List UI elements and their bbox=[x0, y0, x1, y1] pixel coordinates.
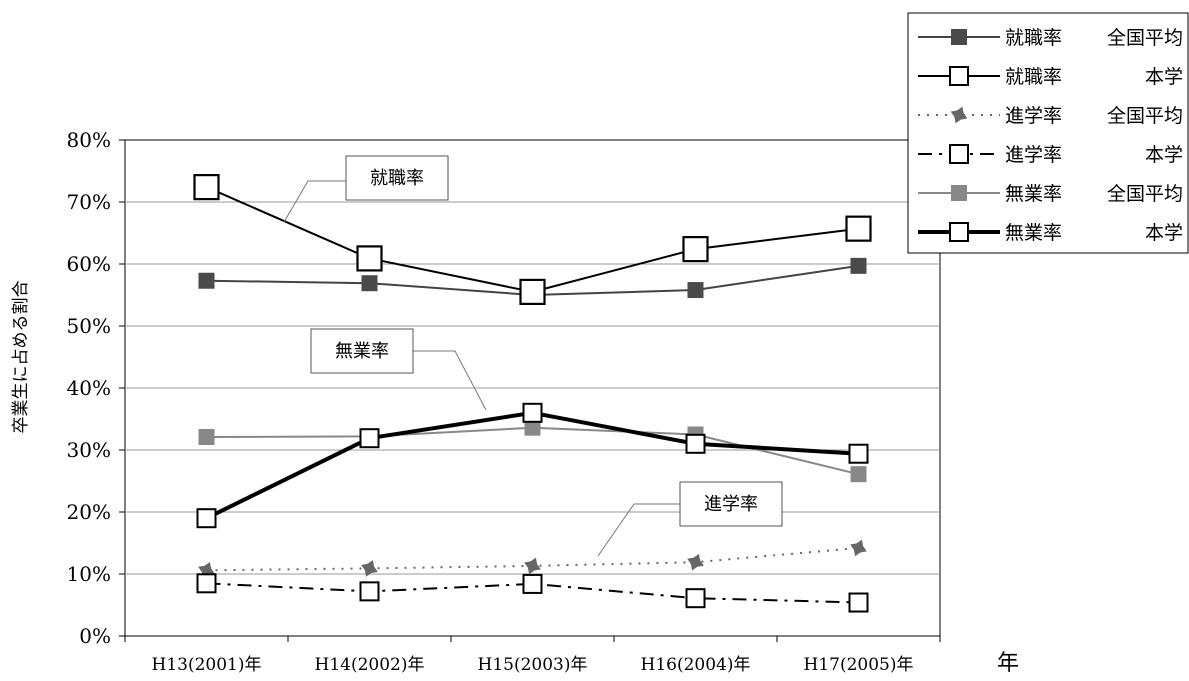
y-axis-ticks: 0% 10% 20% 30% 40% 50% 60% 70% 80% bbox=[67, 128, 125, 648]
data-point bbox=[356, 245, 383, 272]
legend-box bbox=[907, 12, 1189, 254]
legend-marker bbox=[951, 29, 967, 45]
callout-label: 進学率 bbox=[704, 494, 758, 515]
legend-marker bbox=[949, 66, 969, 86]
legend-label-sub: 全国平均 bbox=[1107, 183, 1183, 205]
legend-label-sub: 本学 bbox=[1145, 222, 1183, 244]
legend-label-sub: 全国平均 bbox=[1107, 27, 1183, 49]
data-point bbox=[359, 581, 380, 602]
series-line bbox=[206, 547, 859, 572]
data-series bbox=[193, 174, 872, 613]
data-point bbox=[361, 560, 378, 577]
data-point bbox=[198, 428, 215, 445]
x-tick-label: H17(2005)年 bbox=[804, 655, 914, 675]
x-tick-label: H13(2001)年 bbox=[152, 655, 262, 675]
legend-label-sub: 本学 bbox=[1145, 144, 1183, 166]
data-point bbox=[359, 428, 380, 449]
legend-label-sub: 全国平均 bbox=[1107, 105, 1183, 127]
data-point bbox=[196, 508, 217, 529]
data-point bbox=[524, 557, 541, 575]
x-tick-label: H16(2004)年 bbox=[641, 655, 751, 675]
y-tick-label: 40% bbox=[67, 376, 111, 400]
data-point bbox=[198, 272, 215, 289]
legend-marker bbox=[951, 185, 967, 201]
y-tick-label: 20% bbox=[67, 500, 111, 524]
y-tick-label: 50% bbox=[67, 314, 111, 338]
callout-box bbox=[310, 328, 414, 374]
callout-1: 就職率 bbox=[283, 155, 449, 223]
series-2 bbox=[193, 174, 872, 305]
y-axis-title: 卒業生に占める割合 bbox=[11, 281, 31, 434]
legend-entry: 就職率 全国平均 bbox=[918, 27, 1183, 49]
legend-label: 無業率 bbox=[1005, 183, 1062, 205]
legend-entry: 進学率 全国平均 bbox=[918, 105, 1183, 127]
legend-label-sub: 本学 bbox=[1145, 66, 1183, 88]
data-point bbox=[848, 592, 869, 613]
series-line bbox=[206, 186, 859, 293]
callout-box bbox=[679, 481, 783, 527]
data-point bbox=[685, 433, 706, 454]
y-tick-label: 10% bbox=[67, 562, 111, 586]
legend-marker bbox=[949, 222, 969, 242]
data-point bbox=[685, 588, 706, 609]
y-tick-label: 0% bbox=[79, 624, 111, 648]
y-tick-label: 80% bbox=[67, 128, 111, 152]
callout-leader bbox=[597, 503, 680, 557]
callout-label: 就職率 bbox=[370, 168, 424, 189]
data-point bbox=[361, 275, 378, 292]
series-4 bbox=[196, 573, 869, 613]
data-point bbox=[522, 402, 543, 423]
legend-label: 進学率 bbox=[1005, 144, 1062, 166]
data-point bbox=[519, 278, 546, 305]
callout-3: 進学率 bbox=[597, 481, 783, 557]
callout-2: 無業率 bbox=[310, 328, 487, 411]
callout-leader bbox=[413, 350, 487, 411]
data-point bbox=[850, 539, 867, 557]
legend-label: 無業率 bbox=[1005, 222, 1062, 244]
series-3 bbox=[198, 539, 867, 579]
data-point bbox=[850, 466, 867, 483]
data-point bbox=[845, 215, 872, 242]
legend-entry: 就職率 本学 bbox=[918, 66, 1183, 88]
legend-label: 進学率 bbox=[1005, 105, 1062, 127]
data-point bbox=[682, 236, 709, 263]
callout-label: 無業率 bbox=[335, 341, 389, 362]
legend-entry: 進学率 本学 bbox=[918, 144, 1183, 166]
series-6 bbox=[196, 402, 869, 529]
y-tick-label: 60% bbox=[67, 252, 111, 276]
data-point bbox=[196, 573, 217, 594]
callout-box bbox=[345, 155, 449, 201]
data-point bbox=[524, 419, 541, 436]
data-point bbox=[522, 573, 543, 594]
x-tick-label: H15(2003)年 bbox=[478, 655, 588, 675]
legend-marker bbox=[950, 106, 968, 124]
data-point bbox=[687, 553, 704, 571]
data-point bbox=[193, 174, 220, 201]
data-point bbox=[848, 443, 869, 464]
legend-entry: 無業率 本学 bbox=[918, 222, 1183, 244]
x-axis-ticks: H13(2001)年 H14(2002)年 H15(2003)年 H16(2004)年… bbox=[124, 636, 941, 675]
legend-marker bbox=[949, 144, 969, 164]
x-tick-label: H14(2002)年 bbox=[315, 655, 425, 675]
legend-entry: 無業率 全国平均 bbox=[918, 183, 1183, 205]
x-axis-title: 年 bbox=[997, 651, 1019, 676]
y-tick-label: 70% bbox=[67, 190, 111, 214]
gridlines bbox=[125, 201, 940, 575]
y-tick-label: 30% bbox=[67, 438, 111, 462]
legend-label: 就職率 bbox=[1005, 27, 1062, 49]
callout-leader bbox=[283, 180, 346, 223]
data-point bbox=[850, 257, 867, 274]
legend-label: 就職率 bbox=[1005, 66, 1062, 88]
data-point bbox=[687, 282, 704, 299]
